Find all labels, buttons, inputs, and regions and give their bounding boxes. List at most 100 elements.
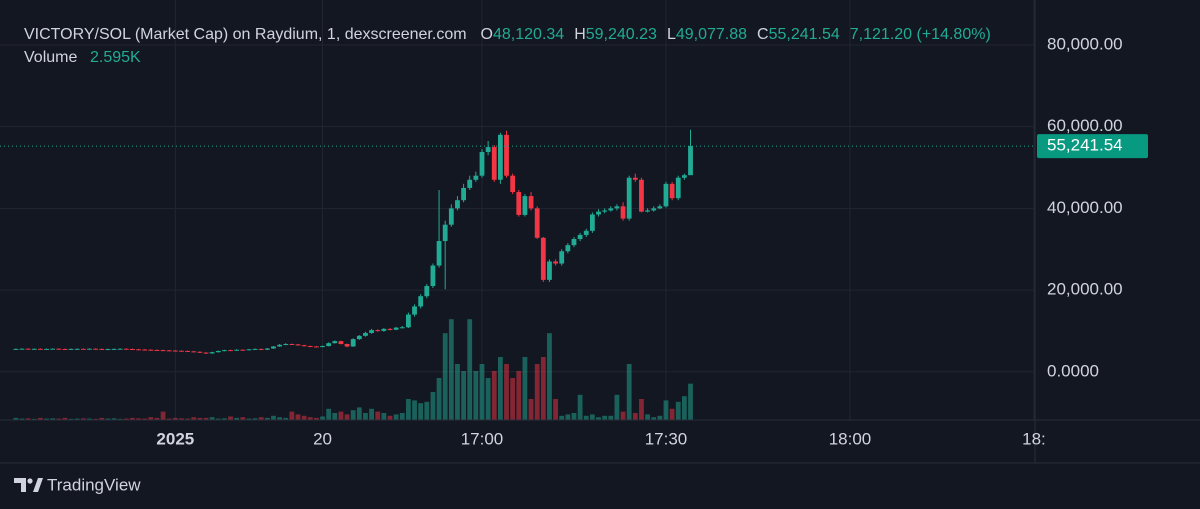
volume-bar: [639, 399, 644, 420]
volume-bar: [105, 418, 111, 420]
volume-bar: [344, 414, 350, 420]
candle-body: [283, 344, 289, 346]
volume-bar: [510, 378, 516, 420]
volume-bar: [252, 418, 258, 420]
volume-bar: [31, 418, 37, 420]
volume-bar: [589, 414, 595, 420]
volume-bar: [473, 371, 479, 420]
volume-bar: [277, 417, 283, 420]
candle-body: [461, 187, 466, 201]
volume-bar: [19, 418, 25, 420]
ohlc-value: 55,241.54: [769, 26, 840, 43]
candle-body: [553, 261, 558, 264]
volume-bar: [234, 417, 240, 420]
candle-body: [639, 179, 644, 212]
volume-bar: [485, 378, 491, 420]
volume-bar: [356, 407, 362, 420]
volume-bar: [111, 418, 117, 420]
candle-body: [56, 348, 62, 350]
candle-body: [455, 200, 460, 209]
last-price-label: 55,241.54: [1047, 136, 1123, 155]
volume-bar: [596, 417, 601, 420]
candle-body: [473, 175, 479, 180]
candle-body: [313, 346, 319, 348]
candle-body: [246, 349, 252, 351]
volume-bar: [289, 411, 295, 420]
candle-body: [332, 341, 338, 344]
volume-bar: [13, 417, 19, 420]
volume-bar: [436, 378, 442, 420]
volume-bar: [320, 416, 325, 420]
ohlc-key: H: [574, 26, 586, 43]
candle-body: [412, 306, 417, 315]
volume-bar: [614, 394, 620, 420]
candle-body: [571, 239, 577, 246]
candle-body: [387, 328, 393, 330]
volume-bar: [326, 408, 332, 420]
candle-body: [657, 206, 663, 209]
volume-bar: [608, 415, 614, 420]
volume-bar: [228, 416, 233, 420]
volume-bar: [50, 418, 56, 420]
volume-bar: [62, 417, 68, 420]
volume-bar: [467, 319, 473, 420]
candle-body: [565, 245, 571, 252]
x-tick-label: 2025: [156, 429, 194, 448]
candle-body: [307, 346, 313, 348]
candle-body: [258, 348, 264, 350]
candle-body: [510, 175, 516, 193]
candle-body: [240, 349, 246, 351]
volume-bar: [350, 410, 356, 420]
candle-body: [589, 214, 595, 231]
change-value: 7,121.20 (+14.80%): [850, 26, 991, 43]
candle-body: [148, 349, 154, 351]
volume-bar: [663, 400, 669, 420]
volume-bar: [645, 414, 650, 420]
candle-body: [528, 196, 534, 209]
volume-bar: [448, 319, 454, 420]
volume-bar: [166, 418, 172, 420]
volume-bar: [258, 417, 264, 420]
volume-bar: [681, 396, 687, 420]
volume-bar: [215, 418, 221, 420]
candle-body: [596, 211, 601, 215]
volume-bar: [577, 394, 583, 420]
volume-bar: [338, 411, 344, 420]
candle-body: [516, 192, 522, 215]
volume-bar: [56, 418, 62, 420]
candle-body: [540, 237, 546, 280]
volume-bar: [99, 417, 105, 420]
candle-body: [485, 147, 491, 152]
candle-body: [663, 183, 669, 207]
volume-bar: [620, 411, 626, 420]
candle-body: [50, 348, 56, 350]
volume-bar: [626, 364, 632, 420]
candle-body: [645, 210, 650, 212]
candle-body: [93, 348, 99, 350]
volume-bar: [565, 414, 571, 420]
candle-body: [179, 350, 184, 352]
candle-body: [363, 332, 368, 336]
candle-body: [436, 241, 442, 266]
volume-bar: [547, 333, 552, 420]
candle-body: [399, 327, 405, 329]
candle-body: [326, 343, 332, 347]
candle-body: [534, 208, 540, 238]
candle-body: [289, 344, 295, 346]
volume-bar: [688, 383, 693, 420]
volume-bar: [657, 415, 663, 420]
volume-bar: [172, 417, 178, 420]
volume-title: Volume: [24, 49, 77, 66]
candle-body: [74, 348, 80, 350]
volume-bar: [479, 364, 485, 420]
volume-bar: [87, 418, 92, 420]
volume-bar: [418, 403, 424, 420]
candle-body: [111, 348, 117, 350]
volume-bar: [38, 417, 43, 420]
candle-body: [430, 265, 436, 286]
volume-pane: [13, 319, 693, 420]
volume-bar: [271, 415, 276, 420]
symbol-title: VICTORY/SOL (Market Cap) on Raydium, 1, …: [24, 26, 467, 43]
volume-bar: [497, 357, 503, 420]
candle-body: [651, 208, 657, 211]
